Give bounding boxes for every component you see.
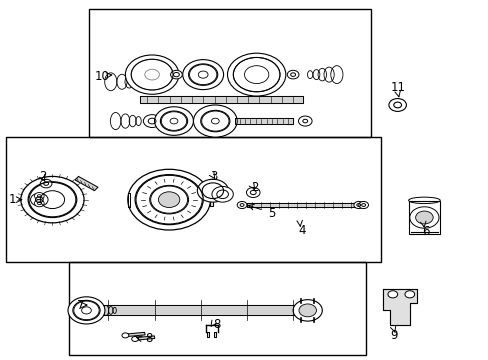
Circle shape <box>136 175 202 224</box>
Polygon shape <box>210 193 212 206</box>
Circle shape <box>404 291 414 298</box>
Polygon shape <box>214 332 216 337</box>
Text: 7: 7 <box>77 298 84 311</box>
Circle shape <box>131 59 173 90</box>
Bar <box>69 262 366 355</box>
Circle shape <box>30 193 48 206</box>
Text: 9: 9 <box>389 329 397 342</box>
Text: 2: 2 <box>39 170 46 183</box>
Text: 3: 3 <box>210 170 217 183</box>
Circle shape <box>143 114 161 127</box>
Circle shape <box>161 112 186 130</box>
Text: 8: 8 <box>212 318 220 331</box>
Polygon shape <box>135 336 154 340</box>
Polygon shape <box>75 176 98 191</box>
Circle shape <box>158 192 180 207</box>
Circle shape <box>353 202 363 208</box>
Polygon shape <box>140 96 302 103</box>
Bar <box>6 137 380 262</box>
Circle shape <box>189 64 216 85</box>
Polygon shape <box>125 332 145 337</box>
Circle shape <box>183 60 223 90</box>
Circle shape <box>122 333 128 338</box>
Text: 6: 6 <box>421 225 428 238</box>
Circle shape <box>34 200 44 207</box>
Circle shape <box>409 207 438 228</box>
Circle shape <box>197 179 228 202</box>
Circle shape <box>237 202 246 208</box>
Circle shape <box>125 55 179 94</box>
Circle shape <box>131 337 138 342</box>
Circle shape <box>388 99 406 111</box>
Circle shape <box>40 179 52 188</box>
Text: 4: 4 <box>297 224 305 237</box>
Circle shape <box>21 176 84 223</box>
Polygon shape <box>234 118 292 124</box>
Circle shape <box>127 169 210 230</box>
Circle shape <box>246 188 260 198</box>
Text: 1: 1 <box>9 193 16 206</box>
Bar <box>89 9 370 137</box>
Circle shape <box>74 301 99 320</box>
Polygon shape <box>127 193 130 207</box>
Circle shape <box>29 183 76 217</box>
Circle shape <box>298 116 311 126</box>
Polygon shape <box>382 289 416 325</box>
Polygon shape <box>246 203 356 207</box>
Text: 10: 10 <box>95 70 109 83</box>
Circle shape <box>201 111 228 131</box>
Circle shape <box>298 304 316 317</box>
Polygon shape <box>206 332 208 337</box>
Circle shape <box>193 105 237 137</box>
Circle shape <box>227 53 285 96</box>
Circle shape <box>287 70 298 79</box>
Text: 11: 11 <box>389 81 405 94</box>
Circle shape <box>170 70 182 79</box>
Text: 2: 2 <box>250 181 258 194</box>
Text: 8: 8 <box>144 333 152 346</box>
Circle shape <box>211 186 233 202</box>
Bar <box>408 202 440 234</box>
Circle shape <box>358 202 368 208</box>
Circle shape <box>154 107 193 135</box>
Circle shape <box>292 300 322 321</box>
Text: 5: 5 <box>267 207 275 220</box>
Circle shape <box>387 291 397 298</box>
Circle shape <box>68 297 105 324</box>
Circle shape <box>34 193 44 200</box>
Polygon shape <box>96 305 302 315</box>
Circle shape <box>415 211 432 224</box>
Circle shape <box>233 58 280 92</box>
